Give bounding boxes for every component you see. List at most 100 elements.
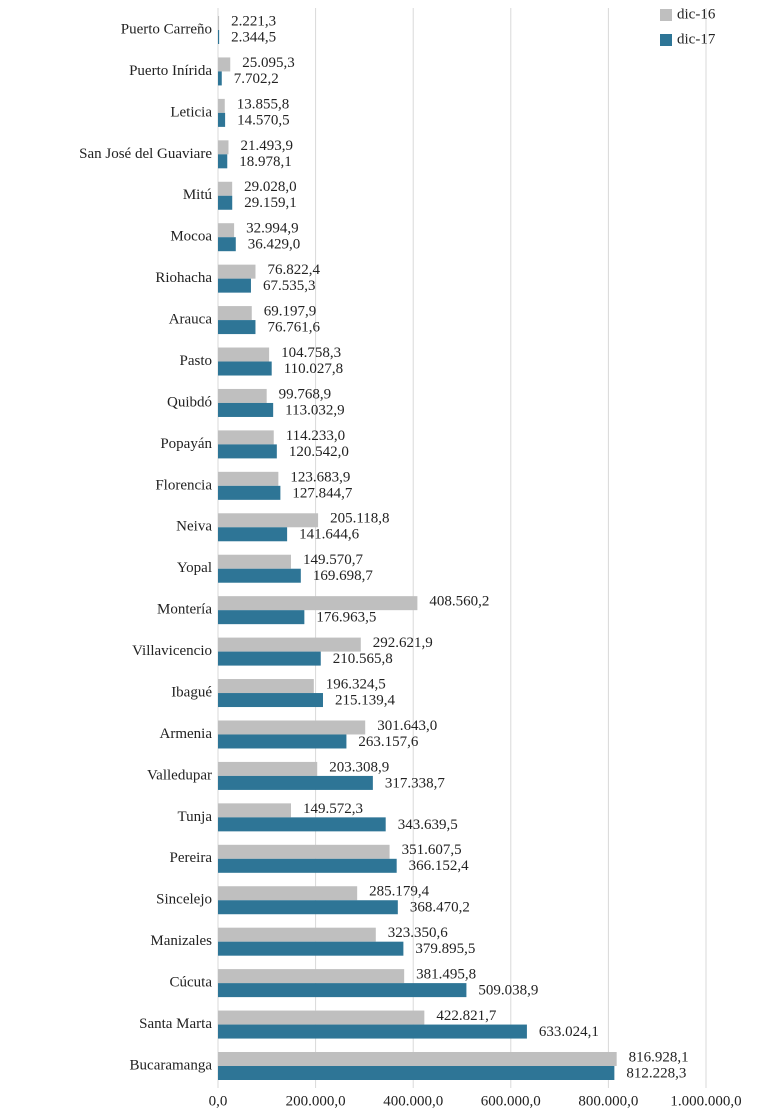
value-label: 379.895,5	[415, 941, 475, 957]
x-tick-label: 400.000,0	[383, 1093, 443, 1109]
bar	[218, 347, 270, 362]
value-label: 301.643,0	[377, 718, 437, 734]
y-tick-label: Pasto	[179, 353, 212, 369]
bar	[218, 817, 386, 832]
bar	[218, 554, 291, 569]
value-label: 120.542,0	[289, 444, 349, 460]
bar	[218, 761, 318, 776]
bar	[218, 1024, 527, 1039]
value-label: 509.038,9	[478, 983, 538, 999]
value-label: 812.228,3	[626, 1065, 686, 1081]
bar	[218, 775, 373, 790]
bar	[218, 237, 236, 252]
value-label: 368.470,2	[410, 900, 470, 916]
value-label: 323.350,6	[388, 925, 449, 941]
value-label: 149.570,7	[303, 552, 364, 568]
bar	[218, 402, 274, 417]
y-tick-label: Villavicencio	[132, 643, 212, 659]
bar	[218, 596, 418, 611]
value-label: 2.221,3	[231, 13, 276, 29]
legend-swatch	[660, 9, 672, 21]
value-label: 7.702,2	[234, 71, 279, 87]
x-tick-label: 800.000,0	[578, 1093, 638, 1109]
bar	[218, 140, 229, 155]
bar	[218, 651, 321, 666]
value-label: 127.844,7	[292, 485, 353, 501]
bar	[218, 1010, 425, 1025]
value-label: 13.855,8	[237, 96, 290, 112]
x-tick-label: 200.000,0	[286, 1093, 346, 1109]
y-tick-label: Mitú	[183, 187, 213, 203]
value-label: 285.179,4	[369, 884, 430, 900]
y-tick-label: Bucaramanga	[130, 1057, 213, 1073]
y-tick-label: Pereira	[170, 850, 213, 866]
bar	[218, 264, 256, 279]
value-label: 114.233,0	[286, 428, 345, 444]
legend-swatch	[660, 34, 672, 46]
value-label: 123.683,9	[290, 469, 350, 485]
y-tick-label: Puerto Carreño	[121, 21, 212, 37]
value-label: 18.978,1	[239, 154, 291, 170]
bar	[218, 610, 305, 625]
y-tick-label: Cúcuta	[170, 975, 213, 991]
y-tick-label: Manizales	[150, 933, 212, 949]
bar	[218, 306, 252, 321]
bar	[218, 900, 398, 915]
bar	[218, 568, 301, 583]
value-label: 76.761,6	[267, 320, 320, 336]
value-label: 210.565,8	[333, 651, 393, 667]
value-label: 29.159,1	[244, 195, 297, 211]
value-label: 203.308,9	[329, 759, 389, 775]
value-label: 99.768,9	[279, 386, 332, 402]
y-tick-label: Puerto Inírida	[129, 63, 212, 79]
bar	[218, 969, 405, 984]
value-label: 104.758,3	[281, 345, 341, 361]
bar	[218, 444, 277, 459]
bar	[218, 361, 272, 376]
value-label: 176.963,5	[316, 610, 376, 626]
y-tick-label: San José del Guaviare	[79, 146, 212, 162]
bar	[218, 637, 361, 652]
y-tick-label: Tunja	[178, 809, 213, 825]
value-label: 205.118,8	[330, 511, 389, 527]
value-label: 422.821,7	[436, 1008, 497, 1024]
bar	[218, 30, 220, 44]
value-label: 343.639,5	[398, 817, 458, 833]
bar	[218, 471, 279, 486]
bar	[218, 941, 404, 956]
value-label: 14.570,5	[237, 112, 290, 128]
value-label: 351.607,5	[402, 842, 462, 858]
y-tick-label: Riohacha	[155, 270, 212, 286]
bar	[218, 803, 291, 818]
y-tick-label: Arauca	[169, 312, 213, 328]
value-label: 76.822,4	[267, 262, 320, 278]
bar	[218, 71, 222, 86]
y-tick-label: Valledupar	[147, 767, 212, 783]
value-label: 292.621,9	[373, 635, 433, 651]
bar	[218, 858, 397, 873]
bar	[218, 112, 226, 127]
value-label: 36.429,0	[248, 237, 300, 253]
bar	[218, 195, 233, 210]
value-label: 317.338,7	[385, 775, 446, 791]
y-tick-label: Neiva	[176, 519, 212, 535]
x-tick-label: 0,0	[209, 1093, 228, 1109]
value-label: 196.324,5	[326, 676, 386, 692]
y-tick-label: Montería	[157, 602, 212, 618]
value-label: 169.698,7	[313, 568, 374, 584]
bar	[218, 983, 467, 998]
bar	[218, 320, 256, 335]
value-label: 408.560,2	[429, 594, 489, 610]
value-label: 25.095,3	[242, 55, 295, 71]
value-label: 29.028,0	[244, 179, 296, 195]
bar	[218, 693, 323, 708]
value-label: 67.535,3	[263, 278, 316, 294]
x-tick-label: 1.000.000,0	[670, 1093, 741, 1109]
value-label: 381.495,8	[416, 967, 476, 983]
bar	[218, 154, 228, 169]
bar	[218, 513, 319, 528]
bar	[218, 720, 366, 735]
value-label: 149.572,3	[303, 801, 363, 817]
value-label: 32.994,9	[246, 221, 298, 237]
y-tick-label: Popayán	[160, 436, 212, 452]
